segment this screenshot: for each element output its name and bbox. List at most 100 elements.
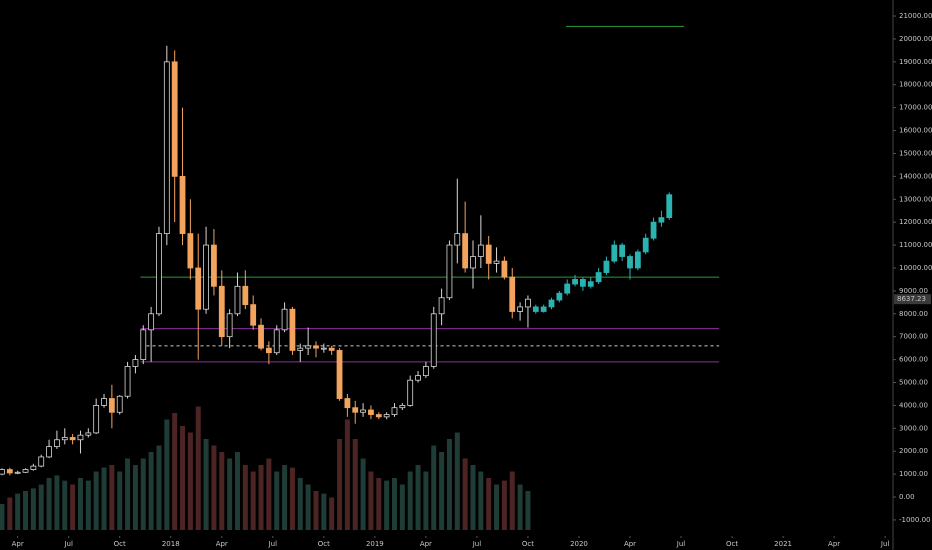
volume-bar — [376, 478, 382, 530]
volume-bar — [337, 439, 343, 530]
candle-body — [179, 175, 186, 235]
x-tick-label: 2018 — [162, 540, 180, 548]
volume-bar — [23, 491, 29, 530]
last-price-label: 8637.23 — [897, 295, 926, 303]
y-tick-label: 7000.00 — [899, 333, 928, 341]
candle-body — [493, 260, 500, 264]
candle-body — [195, 267, 202, 310]
volume-bar — [352, 439, 358, 530]
volume-bar — [242, 465, 248, 530]
candle-body — [391, 407, 398, 415]
candle-body — [46, 446, 52, 458]
candle-body — [532, 306, 539, 312]
x-tick-label: 2020 — [570, 540, 588, 548]
candle-body — [540, 306, 547, 312]
y-tick-label: 5000.00 — [899, 378, 928, 386]
candle-body — [642, 237, 649, 253]
candle-body — [211, 244, 217, 287]
volume-bar — [344, 419, 350, 530]
volume-bar — [125, 458, 131, 530]
y-tick-label: 4000.00 — [899, 401, 928, 409]
candle-body — [422, 366, 429, 377]
candle-body — [462, 233, 469, 269]
volume-bar — [109, 465, 115, 530]
candle-body — [234, 285, 241, 315]
candle-body — [383, 414, 390, 418]
y-tick-label: 3000.00 — [899, 424, 928, 432]
y-tick-label: 20000.00 — [899, 35, 932, 43]
volume-bar — [462, 458, 468, 530]
last-price-box — [894, 294, 931, 305]
candle-body — [0, 469, 5, 475]
volume-bar — [423, 471, 429, 530]
x-tick-label: Jul — [880, 540, 890, 548]
volume-bar — [15, 493, 21, 530]
candle-body — [289, 308, 296, 351]
y-tick-label: 21000.00 — [899, 12, 932, 20]
volume-bar — [180, 426, 186, 530]
volume-bar — [360, 458, 366, 530]
candle-body — [313, 345, 319, 349]
candle-body — [415, 375, 421, 381]
y-tick-label: 10000.00 — [899, 264, 932, 272]
candle-body — [485, 244, 492, 264]
candle-body — [124, 366, 131, 397]
y-tick-label: -1000.00 — [899, 516, 930, 524]
volume-bar — [77, 478, 83, 530]
volume-bar — [446, 439, 452, 530]
volume-bar — [85, 480, 91, 530]
candle-body — [69, 437, 76, 441]
candle-body — [619, 244, 626, 257]
candle-body — [580, 279, 586, 287]
candle-body — [375, 414, 382, 418]
y-tick-label: 0.00 — [899, 493, 915, 501]
candle-body — [305, 345, 312, 349]
volume-bar — [101, 467, 107, 530]
volume-bar — [297, 478, 303, 530]
volume-bar — [250, 471, 256, 530]
volume-bar — [431, 445, 437, 530]
candle-body — [258, 324, 264, 349]
candle-body — [517, 306, 523, 312]
volume-bar — [30, 488, 36, 530]
volume-bar — [289, 467, 295, 530]
candle-body — [328, 347, 335, 351]
candle-body — [30, 465, 37, 470]
candle-body — [446, 244, 453, 299]
volume-bar — [258, 465, 264, 530]
y-tick-label: 12000.00 — [899, 218, 932, 226]
volume-bar — [195, 406, 201, 530]
x-tick-label: 2021 — [774, 540, 792, 548]
x-tick-label: Apr — [624, 540, 636, 548]
candle-body — [38, 456, 45, 467]
volume-bar — [234, 452, 240, 530]
volume-bar — [454, 432, 460, 530]
volume-bar — [227, 458, 233, 530]
volume-bar — [399, 484, 405, 530]
volume-bar — [187, 432, 193, 530]
volume-bar — [117, 471, 123, 530]
candle-body — [132, 359, 139, 367]
y-tick-label: 6000.00 — [899, 356, 928, 364]
volume-bar — [321, 493, 327, 530]
volume-bar — [509, 471, 515, 530]
volume-bar — [93, 471, 99, 530]
candle-body — [281, 308, 288, 331]
volume-bar — [54, 475, 60, 530]
candle-body — [156, 233, 162, 315]
volume-bar — [305, 484, 311, 530]
volume-bar — [494, 484, 500, 530]
candle-body — [548, 299, 555, 308]
volume-bar — [368, 471, 374, 530]
candle-body — [564, 283, 571, 294]
x-tick-label: Apr — [420, 540, 432, 548]
y-tick-label: 15000.00 — [899, 149, 932, 157]
candle-body — [650, 221, 657, 239]
candle-body — [297, 347, 304, 351]
candle-body — [666, 194, 673, 218]
volume-bar — [329, 497, 335, 530]
candle-body — [108, 398, 115, 413]
y-tick-label: 16000.00 — [899, 127, 932, 135]
candle-body — [22, 469, 29, 473]
candle-body — [148, 313, 155, 331]
